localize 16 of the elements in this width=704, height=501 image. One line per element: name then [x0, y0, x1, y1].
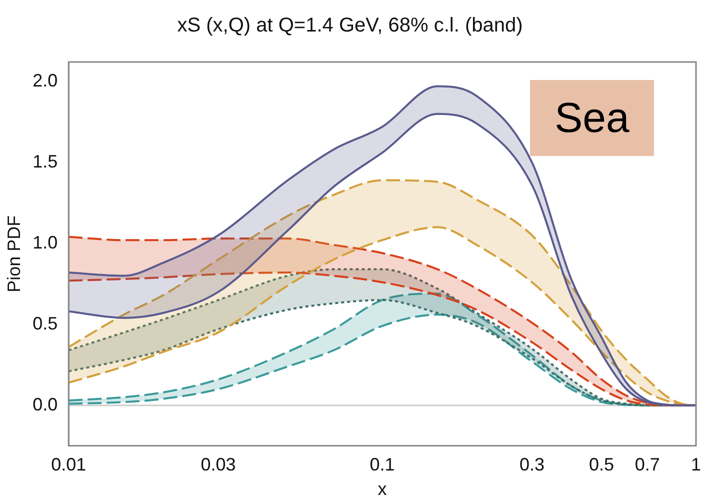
y-tick-label: 1.5: [32, 151, 58, 172]
x-tick-label: 0.3: [519, 454, 544, 475]
y-tick-label: 1.0: [32, 232, 58, 252]
x-tick-label: 0.03: [200, 454, 236, 475]
x-tick-label: 0.1: [370, 454, 395, 475]
chart-title: xS (x,Q) at Q=1.4 GeV, 68% c.l. (band): [177, 14, 523, 37]
annotation: Sea: [530, 80, 654, 156]
x-axis-title: x: [378, 479, 387, 500]
x-tick-label: 1: [690, 454, 701, 475]
x-tick-label: 0.5: [589, 454, 614, 475]
y-axis-title: Pion PDF: [4, 215, 24, 292]
y-tick-label: 0.0: [32, 394, 58, 414]
y-tick-label: 0.5: [32, 313, 58, 334]
x-tick-label: 0.7: [634, 454, 660, 475]
x-tick-label: 0.01: [51, 454, 86, 475]
y-tick-label: 2.0: [32, 70, 58, 90]
